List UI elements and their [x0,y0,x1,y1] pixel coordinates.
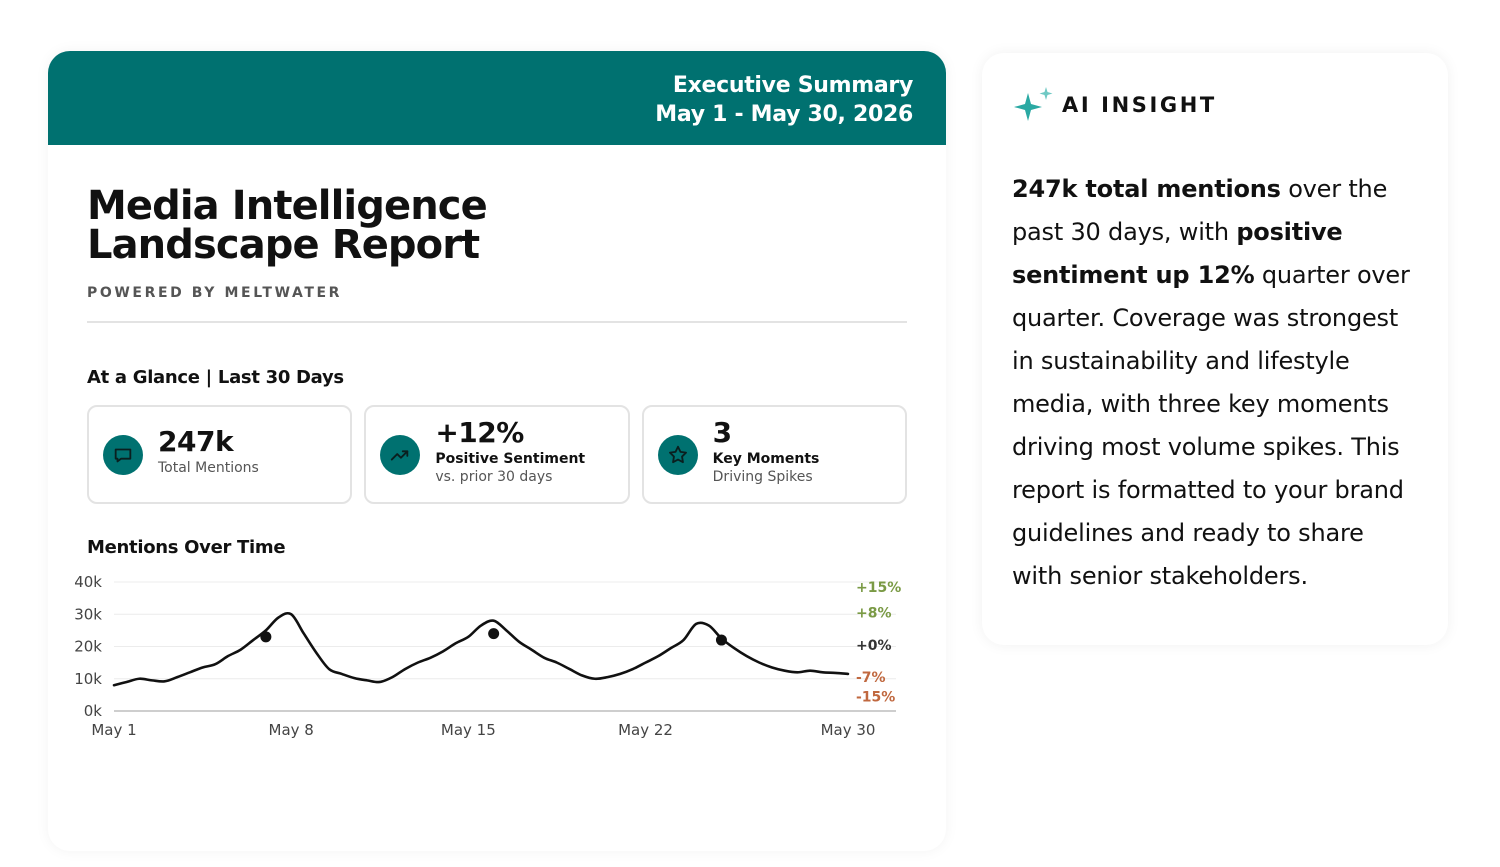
sparkle-icon [1014,87,1053,121]
chat-bubble-icon [103,434,143,475]
report-body: Media Intelligence Landscape Report POWE… [48,183,946,558]
kpi-card-positive-sentiment: +12% Positive Sentiment vs. prior 30 day… [364,405,630,504]
sentiment-label: +8% [856,606,892,622]
chart-x-ticks: May 1 May 8 May 15 May 22 May 30 [91,721,875,739]
chart-grid [114,581,896,712]
kpi-cards: 247k Total Mentions +12% Positive Sentim… [87,405,907,504]
report-card: Executive Summary May 1 - May 30, 2026 M… [48,51,946,851]
kpi-card-total-mentions: 247k Total Mentions [87,405,353,504]
sentiment-label: +15% [856,580,901,596]
sentiment-label: +0% [856,638,892,654]
kpi-value: 3 [712,416,732,449]
insight-segment: quarter over quarter. Coverage was stron… [1012,261,1410,590]
ai-insight-card: AI INSIGHT 247k total mentions over the … [982,53,1448,645]
page-title: Media Intelligence Landscape Report [87,183,907,268]
ai-insight-header: AI INSIGHT [1012,85,1420,125]
insight-segment: 247k total mentions [1012,175,1281,203]
trend-up-icon [380,434,421,475]
x-tick-label: May 30 [821,721,876,739]
key-moment-point [488,628,500,640]
header-title: Executive Summary [672,73,913,98]
kpi-value: +12% [435,416,524,449]
sentiment-label: -15% [856,689,895,705]
page-title-line2: Landscape Report [87,222,480,268]
kpi-label-strong: Positive Sentiment [435,451,586,467]
y-tick-label: 0k [84,702,103,720]
insight-segment: positive sentiment up 12% [1012,218,1343,289]
divider [87,321,907,323]
x-tick-label: May 22 [618,721,673,739]
report-header: Executive Summary May 1 - May 30, 2026 [48,51,946,145]
header-date-range: May 1 - May 30, 2026 [655,102,913,127]
star-icon [657,434,698,475]
kpi-label: vs. prior 30 days [435,469,553,485]
x-tick-label: May 8 [269,721,314,739]
ai-insight-text: 247k total mentions over the past 30 day… [1012,168,1420,598]
y-tick-label: 10k [74,670,102,688]
key-moment-point [715,634,727,646]
kpi-value: 247k [158,425,234,458]
y-tick-label: 20k [74,638,102,656]
kpi-label-strong: Key Moments [712,451,820,467]
chart-y-ticks: 0k 10k 20k 30k 40k [74,573,102,720]
ai-insight-label: AI INSIGHT [1062,93,1217,117]
series-line [112,611,850,687]
sentiment-label: -7% [856,670,886,686]
glance-section-title: At a Glance | Last 30 Days [87,367,344,388]
page-title-line1: Media Intelligence [87,183,488,229]
insight-segment: over the past 30 days, with [1012,175,1388,246]
kpi-label: Driving Spikes [712,469,813,485]
kpi-label: Total Mentions [158,460,259,476]
chart-title: Mentions Over Time [87,537,286,558]
chart-sentiment-scale: +15% +8% +0% -7% -15% [856,580,901,706]
x-tick-label: May 1 [91,721,136,739]
kpi-card-key-moments: 3 Key Moments Driving Spikes [641,405,907,504]
x-tick-label: May 15 [441,721,496,739]
y-tick-label: 40k [74,573,102,591]
chart-series [112,611,850,687]
key-moment-point [260,631,272,643]
powered-by-label: POWERED BY MELTWATER [87,285,343,301]
chart-key-moments [260,628,727,646]
y-tick-label: 30k [74,605,102,623]
